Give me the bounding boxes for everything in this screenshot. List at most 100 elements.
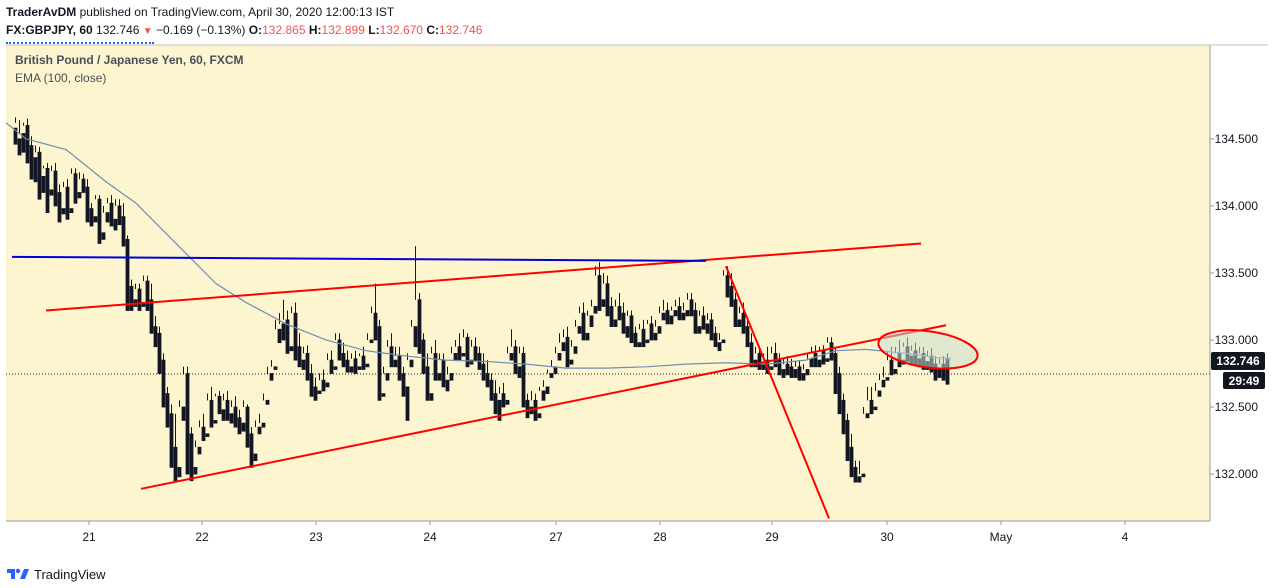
candle (169, 404, 174, 468)
candle-body (849, 446, 854, 478)
candle-body (217, 395, 222, 415)
candle (281, 299, 286, 341)
candle-body (369, 339, 374, 344)
candle (557, 333, 562, 361)
high-value: 132.899 (321, 23, 365, 37)
candle-body (685, 310, 690, 317)
candle-body (349, 366, 354, 373)
price-axis[interactable]: 132.000 132.500 133.000 133.500 134.000 134.5… (1210, 132, 1258, 481)
candle (517, 346, 522, 378)
candle (877, 373, 882, 397)
candle-body (365, 363, 370, 368)
time-axis[interactable]: 21 22 23 24 27 28 29 30 May 4 (82, 521, 1129, 544)
tradingview-logo-icon (7, 568, 29, 579)
candle-body (401, 373, 406, 397)
candle (189, 427, 194, 482)
candle (45, 162, 50, 214)
x-tick-label: 28 (653, 530, 667, 544)
candle (245, 404, 250, 448)
candle-body (821, 350, 826, 365)
high-label: H: (308, 23, 322, 37)
publish-info: published on TradingView.com, April 30, … (79, 5, 395, 19)
candle-body (561, 342, 566, 352)
candle-body (793, 369, 798, 378)
candle (25, 118, 30, 164)
candle-body (549, 373, 554, 378)
candle-body (201, 426, 206, 441)
candle-body (253, 453, 258, 462)
candle-body (785, 363, 790, 376)
candle-body (625, 326, 630, 338)
candle (637, 323, 642, 348)
open-label: O: (248, 23, 263, 37)
candle-body (669, 315, 674, 325)
candle (289, 306, 294, 352)
candle (153, 315, 158, 348)
candle-body (629, 315, 634, 344)
candle-body (497, 399, 502, 421)
footer-brand[interactable]: TradingView (34, 566, 106, 582)
candle (493, 380, 498, 415)
candle (377, 319, 382, 401)
last-price: 132.746 (96, 23, 140, 37)
candle-body (97, 198, 102, 244)
countdown-box (1223, 372, 1265, 389)
candle (749, 333, 754, 368)
candle-body (121, 216, 126, 247)
candle (297, 333, 302, 368)
x-tick-label: 4 (1122, 530, 1129, 544)
candle (365, 333, 370, 368)
candle (397, 346, 402, 381)
candle-body (581, 312, 586, 341)
candle (733, 293, 738, 327)
candle-body (285, 319, 290, 354)
candle-body (69, 208, 74, 214)
candle (381, 366, 386, 397)
candle (469, 339, 474, 365)
candle (253, 420, 258, 462)
candle-body (417, 299, 422, 354)
candle (833, 346, 838, 395)
candle-body (569, 359, 574, 365)
candle (109, 195, 114, 227)
candle-body (881, 379, 886, 388)
candle (201, 413, 206, 441)
candle-body (413, 326, 418, 348)
countdown-label: 29:49 (1229, 374, 1260, 388)
candle-body (441, 359, 446, 388)
candle (709, 313, 714, 341)
candle-body (309, 373, 314, 397)
candle-body (797, 366, 802, 381)
candle (677, 297, 682, 321)
candle-body (129, 285, 134, 311)
candle (801, 364, 806, 381)
candle (505, 346, 510, 405)
candles-layer (13, 117, 950, 483)
candle-body (85, 186, 90, 223)
candle-body (113, 218, 118, 231)
candle (121, 203, 126, 247)
candle (497, 386, 502, 421)
candle-body (321, 379, 326, 392)
candle (837, 366, 842, 415)
candle (881, 366, 886, 388)
candle-body (645, 339, 650, 344)
candle (605, 275, 610, 317)
candle (445, 366, 450, 392)
candle-body (61, 208, 66, 215)
candle-body (553, 366, 558, 374)
candle (137, 283, 142, 311)
candle-body (713, 332, 718, 348)
candle (353, 350, 358, 374)
candle (845, 413, 850, 462)
candle (745, 319, 750, 348)
candle (521, 346, 526, 408)
price-change: −0.169 (−0.13%) (156, 23, 246, 37)
candle-body (453, 352, 458, 361)
author-name[interactable]: TraderAvDM (6, 5, 77, 19)
candle (537, 386, 542, 419)
candle (53, 162, 58, 207)
candle-body (345, 359, 350, 373)
candle-body (621, 312, 626, 334)
